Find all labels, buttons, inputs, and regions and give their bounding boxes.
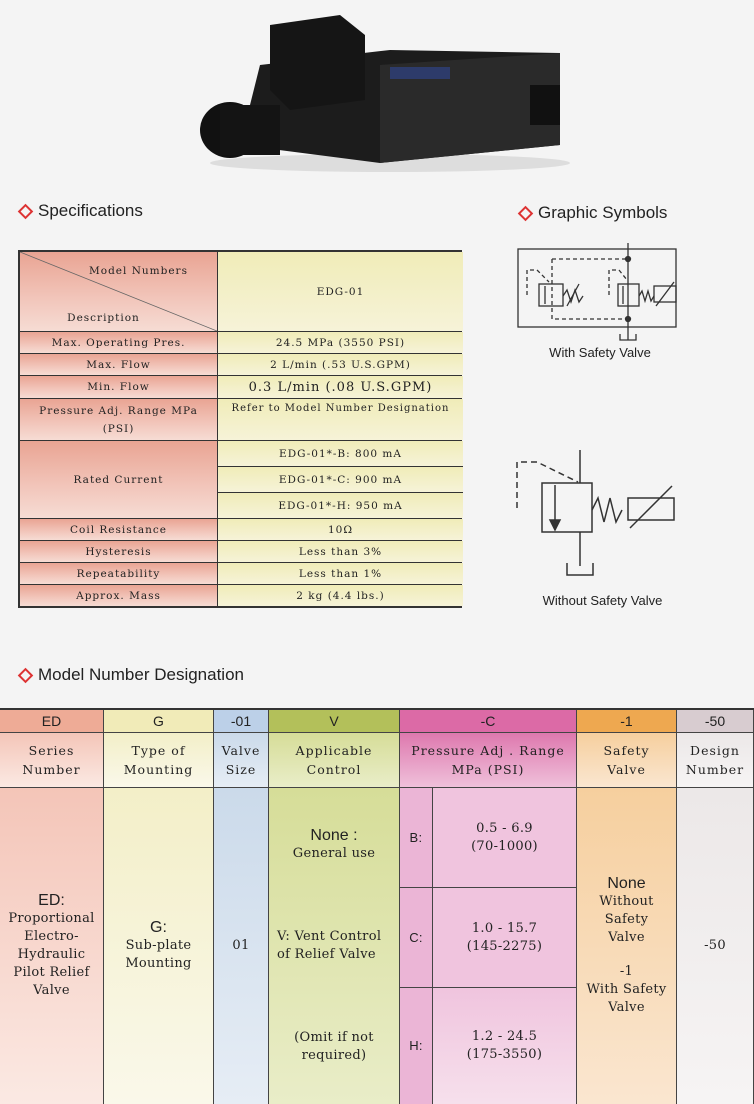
specifications-heading: Specifications xyxy=(17,201,143,221)
diamond-bullet-icon xyxy=(17,667,34,683)
control-cell: None : General use V: Vent Control of Rel… xyxy=(269,788,400,1104)
size-cell: 01 xyxy=(214,788,269,1104)
diamond-bullet-icon xyxy=(17,203,34,219)
rated-current-label: Rated Current xyxy=(20,441,217,518)
symbol-without-safety-valve xyxy=(516,450,675,576)
model-designation-heading: Model Number Designation xyxy=(17,665,244,685)
diamond-bullet-icon xyxy=(517,205,534,221)
range-b: 0.5 - 6.9 (70-1000) xyxy=(433,788,577,888)
design-cell: -50 xyxy=(677,788,754,1104)
mounting-cell: G: Sub-plate Mounting xyxy=(104,788,214,1104)
model-header: EDG-01 xyxy=(218,252,463,331)
symbol-with-safety-valve xyxy=(517,243,677,341)
graphic-symbols-heading: Graphic Symbols xyxy=(517,203,667,223)
model-designation-table: ED G -01 V -C -1 -50 Series Number Type … xyxy=(0,708,754,789)
header-diagonal-cell: Model Numbers Description xyxy=(20,252,217,331)
range-h: 1.2 - 24.5 (175-3550) xyxy=(433,988,577,1104)
with-safety-valve-label: With Safety Valve xyxy=(549,345,651,360)
without-safety-valve-label: Without Safety Valve xyxy=(542,593,663,608)
rated-current-values: EDG-01*-B: 800 mA EDG-01*-C: 900 mA EDG-… xyxy=(218,441,463,518)
model-table-body: ED: Proportional Electro-Hydraulic Pilot … xyxy=(0,788,754,1104)
range-c: 1.0 - 15.7 (145-2275) xyxy=(433,888,577,988)
product-photo-valve xyxy=(200,15,570,172)
series-cell: ED: Proportional Electro-Hydraulic Pilot … xyxy=(0,788,104,1104)
specifications-table: Model Numbers Description EDG-01 Max. Op… xyxy=(18,250,463,608)
safety-cell: None Without Safety Valve -1 With Safety… xyxy=(577,788,677,1104)
code-row: ED G -01 V -C -1 -50 xyxy=(0,708,754,733)
label-row: Series Number Type of Mounting Valve Siz… xyxy=(0,733,754,789)
